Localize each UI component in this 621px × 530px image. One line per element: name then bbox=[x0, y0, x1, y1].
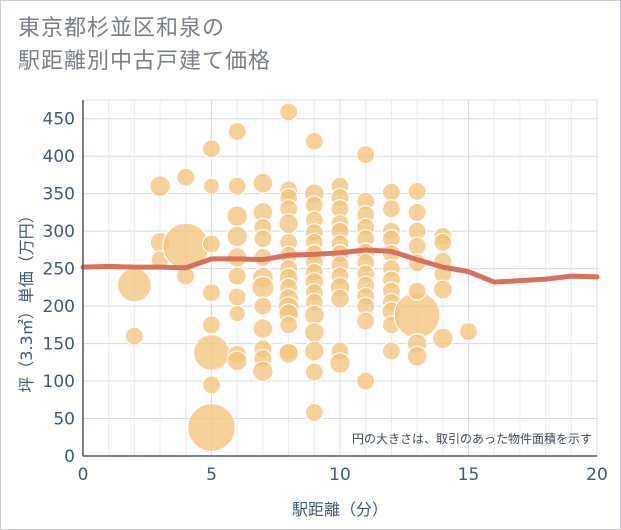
chart-title-line-1: 東京都杉並区和泉の bbox=[18, 16, 226, 41]
bubble-point bbox=[226, 350, 248, 372]
bubble-point bbox=[279, 315, 299, 335]
bubble-point bbox=[252, 172, 274, 194]
bubble-point bbox=[304, 131, 324, 151]
bubble-point bbox=[458, 321, 479, 342]
bubble-point bbox=[431, 327, 454, 350]
bubble-point bbox=[227, 121, 247, 142]
chart-title-line-2: 駅距離別中古戸建て価格 bbox=[18, 49, 272, 74]
y-tick-label: 150 bbox=[43, 335, 75, 355]
tick-labels: 0 50 100 150 200 250 300 350 400 450 0 5 10 15 20 bbox=[43, 110, 608, 485]
bubble-point bbox=[192, 333, 231, 372]
bubble-point bbox=[202, 177, 221, 195]
y-tick-label: 100 bbox=[43, 372, 75, 392]
x-tick-label: 20 bbox=[586, 465, 608, 485]
bubble-point bbox=[407, 181, 427, 202]
bubble-point bbox=[356, 311, 376, 331]
bubble-point bbox=[278, 213, 300, 235]
axes bbox=[82, 100, 597, 457]
bubble-point bbox=[432, 279, 453, 300]
bubble-point bbox=[381, 341, 401, 361]
bubble-point bbox=[279, 102, 299, 122]
bubble-point bbox=[304, 402, 324, 423]
y-tick-label: 250 bbox=[43, 260, 75, 280]
bubble-point bbox=[227, 266, 247, 286]
y-tick-label: 50 bbox=[53, 410, 75, 430]
y-tick-label: 200 bbox=[43, 297, 75, 317]
bubble-point bbox=[149, 175, 171, 198]
trend-line bbox=[80, 247, 600, 285]
x-tick-label: 10 bbox=[329, 465, 351, 485]
y-tick-label: 400 bbox=[43, 147, 75, 167]
bubble-point bbox=[201, 315, 222, 335]
bubble-point bbox=[252, 318, 274, 340]
bubble-point bbox=[381, 199, 401, 219]
bubble-point bbox=[201, 283, 222, 303]
bubble-point bbox=[356, 145, 376, 165]
x-tick-label: 0 bbox=[78, 465, 89, 485]
bubble-point bbox=[329, 288, 351, 309]
bubble-point bbox=[252, 360, 274, 383]
bubble-point bbox=[176, 167, 196, 187]
bubble-point bbox=[304, 362, 324, 382]
trend-series bbox=[80, 247, 600, 285]
bubble-point bbox=[116, 267, 152, 303]
chart-title: 東京都杉並区和泉の 駅距離別中古戸建て価格 bbox=[18, 12, 271, 78]
y-tick-label: 300 bbox=[43, 222, 75, 242]
bubble-point bbox=[187, 403, 236, 452]
bubble-point bbox=[406, 345, 428, 367]
bubble-point bbox=[253, 229, 273, 249]
bubble-point bbox=[303, 321, 325, 343]
bubble-point bbox=[227, 176, 247, 196]
bubble-point bbox=[407, 281, 427, 301]
bubble-point bbox=[201, 234, 222, 254]
bubble-point bbox=[201, 375, 222, 395]
bubble-point bbox=[407, 236, 427, 256]
bubble-point bbox=[251, 275, 275, 299]
bubble-point bbox=[381, 182, 401, 202]
bubble-point bbox=[329, 352, 351, 374]
bubble-point bbox=[228, 304, 246, 323]
y-tick-label: 350 bbox=[43, 185, 75, 205]
y-tick-label: 450 bbox=[43, 110, 75, 130]
bubble-point bbox=[226, 225, 249, 248]
bubble-point bbox=[253, 296, 273, 316]
bubble-point bbox=[278, 342, 300, 364]
x-axis-label: 駅距離（分） bbox=[292, 500, 388, 519]
bubble-point bbox=[407, 202, 427, 223]
bubble-point bbox=[227, 287, 247, 307]
bubble-point bbox=[356, 371, 376, 391]
bubble-point bbox=[433, 232, 453, 252]
y-axis-label: 坪（3.3㎡）単価（万円） bbox=[17, 207, 36, 392]
bubble-point bbox=[124, 326, 144, 346]
x-tick-label: 5 bbox=[206, 465, 217, 485]
y-tick-label: 0 bbox=[64, 447, 75, 467]
bubble-point bbox=[226, 205, 249, 228]
x-tick-label: 15 bbox=[458, 465, 480, 485]
bubble-point bbox=[201, 139, 222, 159]
chart-annotation: 円の大きさは、取引のあった物件面積を示す bbox=[352, 431, 592, 446]
bubble-point bbox=[303, 340, 325, 362]
